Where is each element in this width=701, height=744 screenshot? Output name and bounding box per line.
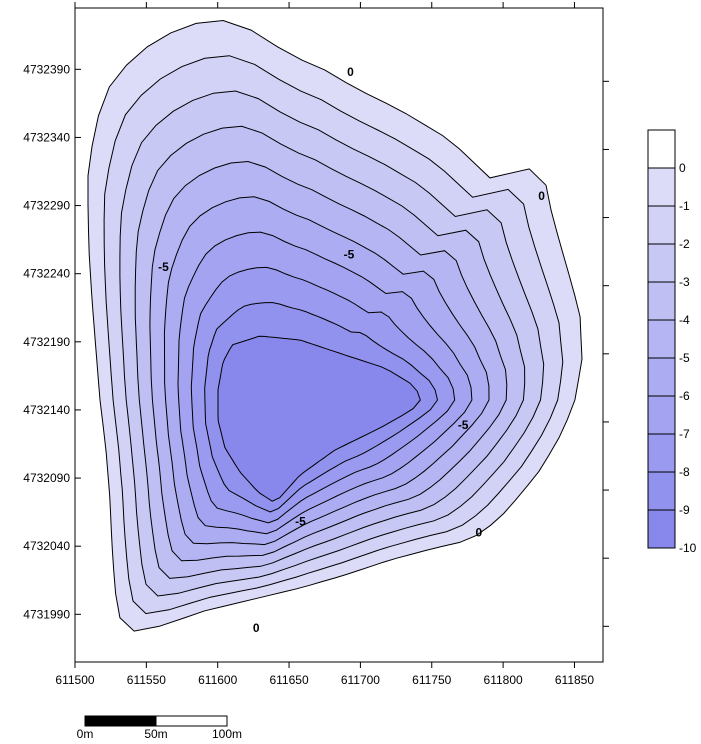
contour-line--9 (204, 302, 439, 513)
scale-bar-label: 0m (77, 727, 94, 741)
y-tick-label: 4732240 (23, 267, 70, 281)
legend-label: -10 (679, 541, 697, 555)
x-tick-label: 611500 (55, 673, 94, 687)
contour-line--6 (163, 196, 490, 546)
contour-label: -5 (458, 418, 469, 432)
scale-bar-label: 100m (212, 727, 242, 741)
contour-line--2 (103, 55, 564, 615)
legend-label: -5 (679, 351, 690, 365)
legend-swatch (647, 167, 676, 207)
legend-swatch (647, 433, 676, 473)
legend-label: -9 (679, 503, 690, 517)
contour-line--1 (87, 19, 583, 632)
x-tick-label: 611600 (198, 673, 237, 687)
color-legend: 0 -1 -2 -3 -4 -5 -6 -7 -8 -9 -10 (647, 129, 697, 555)
scale-bar-black (84, 715, 157, 727)
x-tick-label: 611650 (269, 673, 308, 687)
legend-swatch (647, 205, 676, 245)
contour-line--7 (177, 231, 473, 535)
scale-bar-label: 50m (144, 727, 167, 741)
x-tick-label: 611750 (412, 673, 451, 687)
x-tick-label: 611850 (555, 673, 594, 687)
contour-line--4 (134, 125, 526, 579)
legend-label: -7 (679, 427, 690, 441)
legend-swatch (647, 471, 676, 511)
legend-label: 0 (679, 161, 686, 175)
legend-swatch (647, 319, 676, 359)
y-tick-label: 4732140 (23, 403, 70, 417)
scale-bar: 0m 50m 100m (77, 715, 242, 741)
axes: 611500 611550 611600 611650 611700 611750 6118… (23, 2, 609, 687)
contour-line--8 (190, 266, 456, 524)
scale-bar-white (155, 715, 228, 727)
y-tick-label: 4732340 (23, 130, 70, 144)
legend-swatch (647, 395, 676, 435)
contour-label: -5 (295, 515, 306, 529)
contour-fill--10 (218, 336, 421, 502)
y-tick-label: 4732090 (23, 471, 70, 485)
y-tick-label: 4732040 (23, 539, 70, 553)
x-tick-label: 611800 (484, 673, 523, 687)
x-tick-label: 611700 (341, 673, 380, 687)
legend-swatch (647, 357, 676, 397)
legend-swatch (647, 129, 676, 169)
contour-label: 0 (253, 621, 260, 635)
legend-label: -6 (679, 389, 690, 403)
contour-labels: 0 0 0 0 -5 -5 -5 -5 (158, 65, 545, 635)
x-tick-label: 611550 (127, 673, 166, 687)
contour-line--5 (149, 160, 508, 562)
y-tick-label: 4732390 (23, 62, 70, 76)
legend-label: -1 (679, 199, 690, 213)
contour-label: 0 (347, 65, 354, 79)
contour-label: 0 (476, 526, 483, 540)
contour-label: 0 (538, 189, 545, 203)
contour-line--3 (119, 90, 545, 597)
y-tick-label: 4732290 (23, 199, 70, 213)
contour-label: -5 (158, 260, 169, 274)
legend-label: -4 (679, 313, 690, 327)
legend-label: -3 (679, 275, 690, 289)
y-tick-label: 4731990 (23, 607, 70, 621)
legend-swatch (647, 243, 676, 283)
contour-lines (87, 19, 583, 632)
legend-swatch (647, 509, 676, 549)
contour-label: -5 (344, 248, 355, 262)
contour-line--10 (217, 335, 421, 502)
legend-swatch (647, 281, 676, 321)
legend-label: -2 (679, 237, 690, 251)
y-tick-label: 4732190 (23, 335, 70, 349)
contour-fills (88, 20, 582, 632)
legend-label: -8 (679, 465, 690, 479)
plot-frame (74, 7, 604, 663)
